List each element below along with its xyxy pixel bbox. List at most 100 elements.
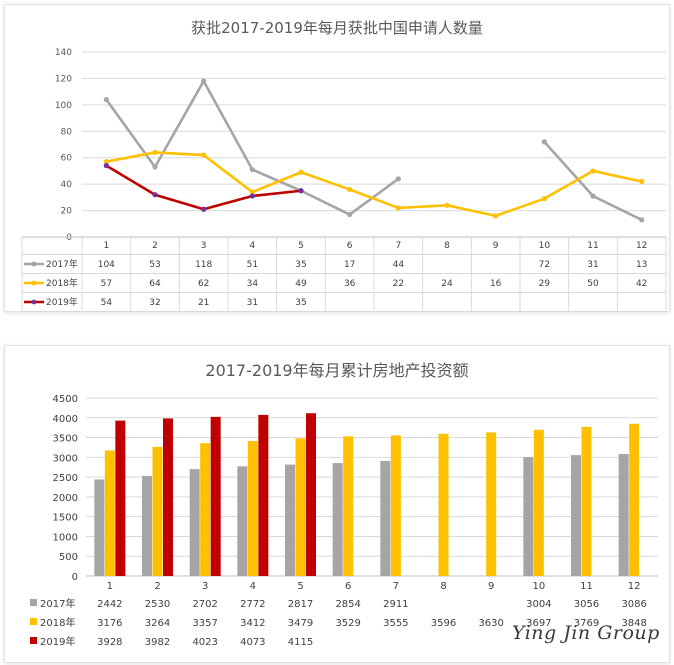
data-label: 2702 xyxy=(192,599,217,610)
y-tick-label: 120 xyxy=(55,74,72,84)
x-tick-label: 1 xyxy=(103,241,109,251)
data-label: 51 xyxy=(247,260,258,270)
data-label: 2442 xyxy=(97,599,122,610)
bar xyxy=(163,418,173,576)
data-point xyxy=(103,96,109,103)
bar xyxy=(104,450,115,576)
data-point xyxy=(590,193,596,199)
data-label: 17 xyxy=(344,260,355,270)
data-label: 21 xyxy=(198,298,209,308)
data-label: 49 xyxy=(295,279,307,289)
bar xyxy=(237,466,248,576)
data-label: 22 xyxy=(393,279,404,289)
y-tick-label: 140 xyxy=(55,48,72,58)
data-label: 24 xyxy=(441,279,453,289)
data-label: 3412 xyxy=(240,618,265,629)
data-point xyxy=(444,202,450,208)
x-tick-label: 10 xyxy=(532,581,545,592)
data-point xyxy=(347,186,353,193)
data-point xyxy=(152,164,158,170)
bar xyxy=(629,423,640,576)
bar xyxy=(306,413,316,576)
data-point xyxy=(590,168,596,174)
data-label: 13 xyxy=(636,260,647,270)
bar xyxy=(94,479,105,576)
x-tick-label: 2 xyxy=(154,581,160,592)
legend-marker xyxy=(31,261,37,267)
legend-marker xyxy=(31,299,37,305)
legend-label: 2018年 xyxy=(46,277,78,289)
legend-label: 2017年 xyxy=(46,258,78,270)
legend-swatch xyxy=(30,599,37,606)
bar xyxy=(533,429,544,576)
data-label: 3086 xyxy=(621,599,646,610)
chart-title: 获批2017-2019年每月获批中国申请人数量 xyxy=(191,19,483,37)
legend-label: 2019年 xyxy=(40,635,75,648)
data-label: 34 xyxy=(247,279,259,289)
data-point xyxy=(103,159,109,165)
bar xyxy=(332,463,343,576)
data-point xyxy=(639,217,645,223)
legend-label: 2017年 xyxy=(40,597,75,610)
x-tick-label: 6 xyxy=(345,581,351,592)
data-label: 4023 xyxy=(192,637,217,648)
data-label: 3056 xyxy=(574,599,599,610)
data-point xyxy=(298,169,304,175)
data-point xyxy=(201,152,207,158)
bar xyxy=(210,416,221,576)
y-tick-label: 3500 xyxy=(53,434,78,445)
x-tick-label: 12 xyxy=(636,241,647,251)
y-tick-label: 3000 xyxy=(53,453,78,464)
y-tick-label: 20 xyxy=(61,207,73,217)
x-tick-label: 12 xyxy=(628,581,641,592)
data-label: 72 xyxy=(539,260,550,270)
legend-swatch xyxy=(30,637,37,644)
x-tick-label: 11 xyxy=(580,581,593,592)
data-point xyxy=(395,205,401,211)
x-tick-label: 5 xyxy=(297,581,303,592)
data-point xyxy=(201,206,207,212)
bar xyxy=(152,446,163,576)
y-tick-label: 100 xyxy=(55,101,72,111)
data-label: 3596 xyxy=(431,618,456,629)
data-label: 3555 xyxy=(383,618,408,629)
bar xyxy=(581,426,592,576)
data-label: 3928 xyxy=(97,637,122,648)
data-label: 16 xyxy=(490,279,502,289)
data-label: 2911 xyxy=(383,599,408,610)
bar xyxy=(285,464,295,576)
data-label: 2772 xyxy=(240,599,265,610)
data-label: 36 xyxy=(344,279,356,289)
data-label: 3982 xyxy=(145,637,170,648)
x-tick-label: 6 xyxy=(347,241,353,251)
x-tick-label: 9 xyxy=(493,241,499,251)
y-tick-label: 40 xyxy=(61,180,73,190)
bar xyxy=(247,441,258,576)
data-label: 32 xyxy=(149,298,160,308)
data-point xyxy=(152,149,158,156)
x-tick-label: 4 xyxy=(249,241,255,251)
x-tick-label: 9 xyxy=(488,581,494,592)
y-tick-label: 60 xyxy=(61,154,73,164)
legend-label: 2019年 xyxy=(46,296,78,308)
x-tick-label: 3 xyxy=(202,581,208,592)
data-point xyxy=(395,176,401,182)
data-label: 3769 xyxy=(574,618,599,629)
data-label: 3630 xyxy=(478,618,503,629)
data-point xyxy=(249,167,255,173)
data-label: 2530 xyxy=(145,599,170,610)
x-tick-label: 8 xyxy=(440,581,446,592)
data-label: 31 xyxy=(247,298,258,308)
x-tick-label: 3 xyxy=(201,241,207,251)
data-label: 31 xyxy=(587,260,598,270)
data-point xyxy=(201,78,207,84)
data-label: 62 xyxy=(198,279,209,289)
data-point xyxy=(541,196,547,202)
bar xyxy=(189,469,200,576)
bar xyxy=(380,460,391,576)
series-line xyxy=(106,151,642,218)
y-tick-label: 80 xyxy=(61,127,73,137)
y-tick-label: 4000 xyxy=(53,414,78,425)
